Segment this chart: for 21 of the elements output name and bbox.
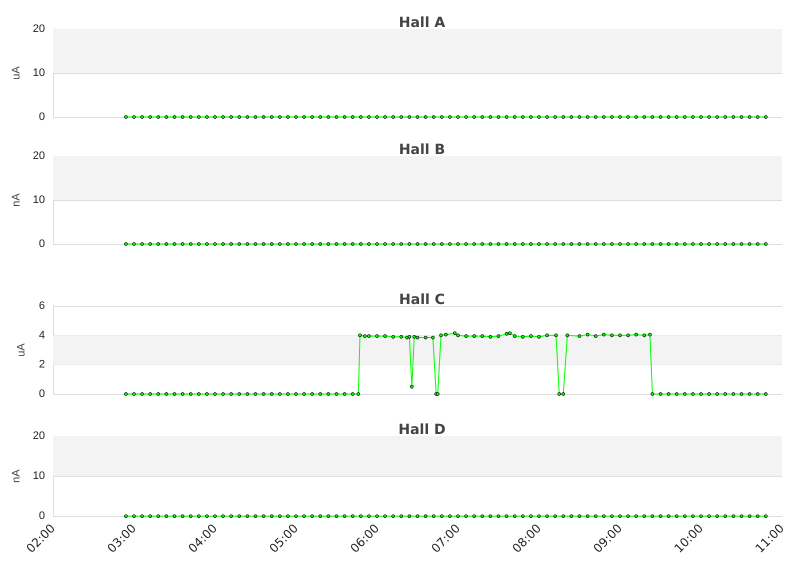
y-tick-label: 0 xyxy=(38,238,45,250)
y-tick-label: 6 xyxy=(38,300,45,312)
y-axis-title: nA xyxy=(10,192,22,207)
y-tick-label: 10 xyxy=(32,470,45,482)
chart-title: Hall B xyxy=(398,142,446,158)
y-tick-label: 20 xyxy=(32,150,45,162)
y-tick-label: 4 xyxy=(38,329,45,342)
y-tick-label: 0 xyxy=(38,388,45,400)
y-axis-title: uA xyxy=(16,342,28,357)
y-tick-label: 20 xyxy=(32,23,45,35)
y-axis-title: uA xyxy=(10,66,22,80)
y-tick-label: 2 xyxy=(38,358,45,371)
chart-title: Hall D xyxy=(398,422,446,438)
y-tick-label: 0 xyxy=(38,111,45,123)
chart-title: Hall C xyxy=(399,292,445,308)
y-axis-title: nA xyxy=(10,468,22,483)
y-tick-label: 0 xyxy=(38,510,45,522)
y-tick-label: 10 xyxy=(32,67,45,79)
y-tick-label: 10 xyxy=(32,194,45,206)
chart-title: Hall A xyxy=(398,15,446,31)
y-tick-label: 20 xyxy=(32,430,45,442)
